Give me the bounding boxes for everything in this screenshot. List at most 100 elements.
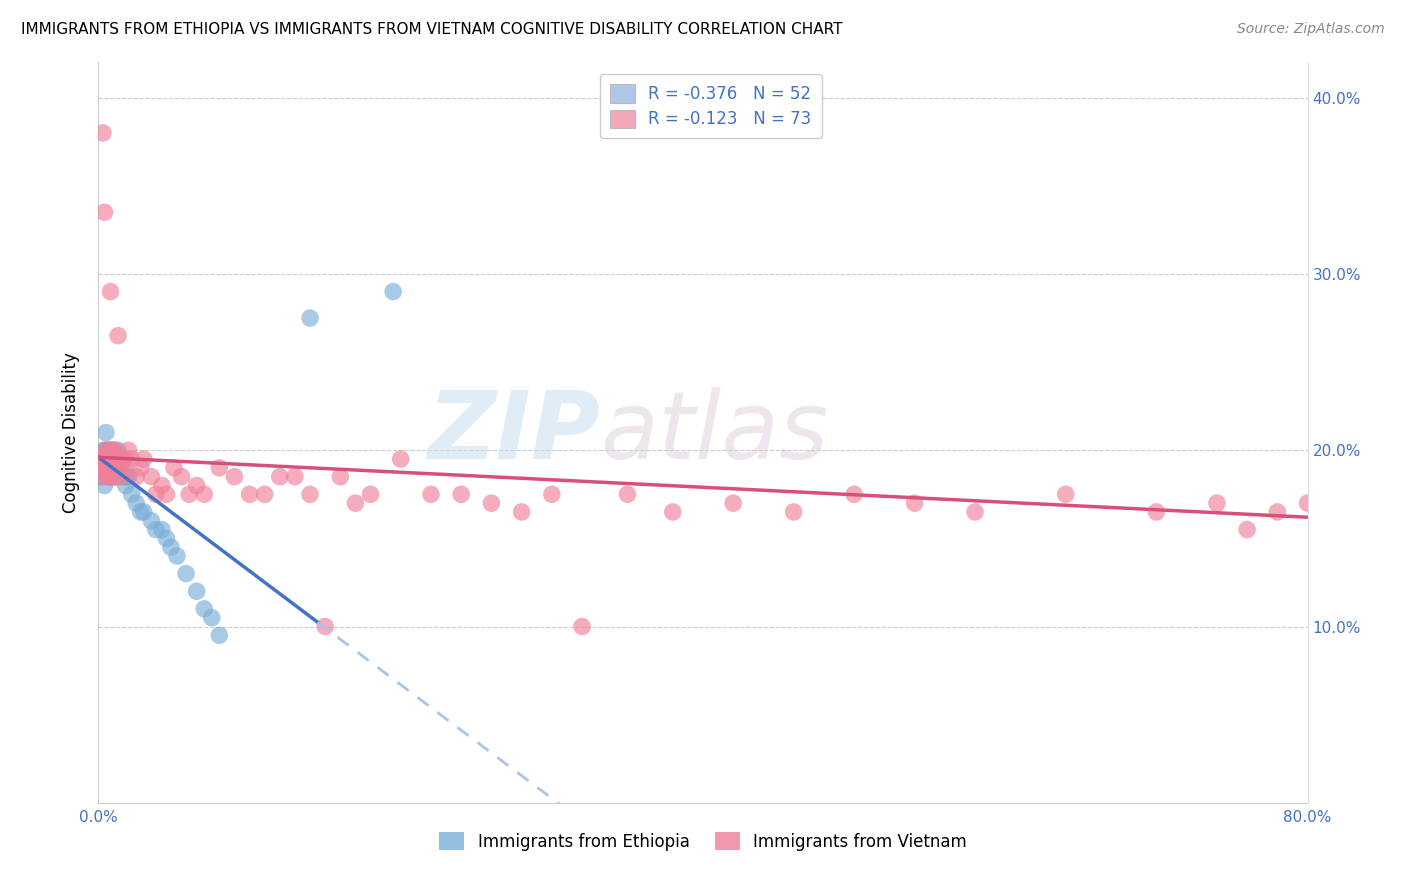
- Point: [166, 549, 188, 563]
- Point: [94, 425, 117, 440]
- Point: [90, 452, 112, 467]
- Point: [1144, 505, 1167, 519]
- Point: [344, 496, 367, 510]
- Point: [904, 496, 927, 510]
- Point: [299, 311, 322, 326]
- Point: [112, 469, 135, 483]
- Legend: Immigrants from Ethiopia, Immigrants from Vietnam: Immigrants from Ethiopia, Immigrants fro…: [433, 825, 973, 857]
- Point: [104, 452, 127, 467]
- Point: [420, 487, 443, 501]
- Point: [90, 452, 112, 467]
- Point: [208, 628, 231, 642]
- Point: [132, 452, 155, 467]
- Point: [98, 452, 121, 467]
- Point: [103, 452, 125, 467]
- Point: [314, 619, 336, 633]
- Text: IMMIGRANTS FROM ETHIOPIA VS IMMIGRANTS FROM VIETNAM COGNITIVE DISABILITY CORRELA: IMMIGRANTS FROM ETHIOPIA VS IMMIGRANTS F…: [21, 22, 842, 37]
- Point: [965, 505, 987, 519]
- Point: [145, 523, 167, 537]
- Point: [103, 443, 125, 458]
- Point: [186, 584, 208, 599]
- Point: [723, 496, 745, 510]
- Point: [94, 443, 117, 458]
- Point: [540, 487, 562, 501]
- Point: [571, 619, 593, 633]
- Point: [179, 487, 201, 501]
- Point: [141, 469, 163, 483]
- Point: [96, 469, 118, 483]
- Point: [93, 452, 115, 467]
- Point: [103, 469, 125, 483]
- Point: [360, 487, 382, 501]
- Point: [107, 443, 129, 458]
- Point: [104, 469, 127, 483]
- Point: [93, 461, 115, 475]
- Point: [125, 496, 148, 510]
- Point: [100, 443, 122, 458]
- Point: [1054, 487, 1077, 501]
- Point: [201, 610, 224, 624]
- Point: [101, 461, 124, 475]
- Point: [91, 443, 114, 458]
- Point: [661, 505, 683, 519]
- Point: [100, 469, 122, 483]
- Point: [101, 452, 124, 467]
- Point: [114, 478, 136, 492]
- Point: [150, 523, 173, 537]
- Point: [186, 478, 208, 492]
- Point: [114, 452, 136, 467]
- Point: [783, 505, 806, 519]
- Point: [94, 452, 117, 467]
- Point: [193, 602, 215, 616]
- Point: [96, 452, 118, 467]
- Point: [90, 469, 112, 483]
- Point: [107, 328, 129, 343]
- Point: [98, 452, 121, 467]
- Point: [98, 469, 121, 483]
- Point: [193, 487, 215, 501]
- Point: [96, 469, 118, 483]
- Point: [329, 469, 352, 483]
- Point: [115, 469, 138, 483]
- Point: [91, 452, 114, 467]
- Point: [1206, 496, 1229, 510]
- Point: [389, 452, 412, 467]
- Point: [89, 461, 111, 475]
- Point: [224, 469, 246, 483]
- Point: [105, 452, 128, 467]
- Point: [98, 443, 121, 458]
- Point: [299, 487, 322, 501]
- Point: [170, 469, 193, 483]
- Point: [105, 452, 128, 467]
- Point: [110, 452, 132, 467]
- Point: [450, 487, 472, 501]
- Point: [111, 469, 134, 483]
- Point: [94, 443, 117, 458]
- Point: [103, 469, 125, 483]
- Point: [155, 487, 177, 501]
- Point: [125, 469, 148, 483]
- Point: [100, 469, 122, 483]
- Point: [132, 505, 155, 519]
- Text: Source: ZipAtlas.com: Source: ZipAtlas.com: [1237, 22, 1385, 37]
- Point: [239, 487, 262, 501]
- Point: [616, 487, 638, 501]
- Point: [208, 461, 231, 475]
- Point: [110, 469, 132, 483]
- Point: [112, 461, 135, 475]
- Point: [101, 452, 124, 467]
- Point: [118, 469, 141, 483]
- Point: [163, 461, 186, 475]
- Text: atlas: atlas: [600, 387, 828, 478]
- Point: [100, 285, 122, 299]
- Point: [107, 469, 129, 483]
- Point: [1296, 496, 1319, 510]
- Point: [118, 443, 141, 458]
- Point: [844, 487, 866, 501]
- Point: [510, 505, 533, 519]
- Point: [155, 532, 177, 546]
- Point: [150, 478, 173, 492]
- Point: [90, 469, 112, 483]
- Point: [269, 469, 291, 483]
- Point: [91, 126, 114, 140]
